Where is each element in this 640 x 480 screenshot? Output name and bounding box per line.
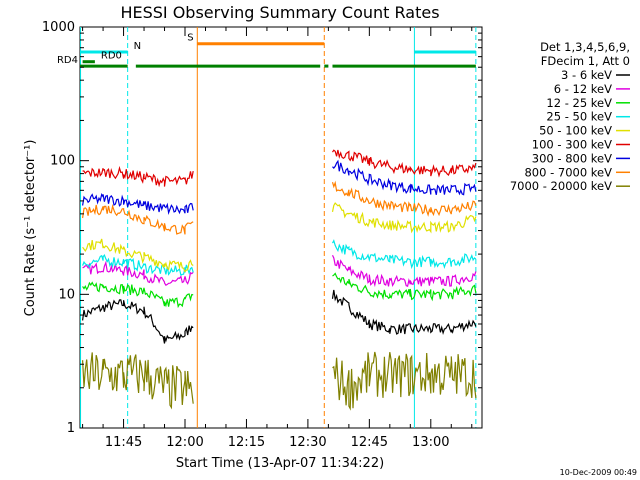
x-tick-label: 12:30 — [289, 435, 326, 450]
x-tick-label: 13:00 — [412, 435, 449, 450]
state-label: N — [134, 41, 141, 52]
series-line — [82, 281, 194, 309]
legend-label: 25 - 50 keV — [546, 110, 612, 124]
y-tick-label: 10 — [58, 287, 75, 302]
series-line — [331, 289, 477, 335]
series-line — [82, 352, 194, 410]
state-label: RD4 — [57, 55, 78, 66]
legend-header-line-2: FDecim 1, Att 0 — [541, 54, 630, 68]
series-line — [332, 272, 477, 302]
series-line — [331, 180, 477, 217]
y-tick-label: 1 — [67, 421, 75, 436]
legend-label: 3 - 6 keV — [561, 68, 612, 82]
legend-label: 800 - 7000 keV — [524, 165, 612, 179]
chart-title: HESSI Observing Summary Count Rates — [120, 3, 439, 22]
series-line — [332, 159, 477, 196]
x-tick-label: 12:15 — [228, 435, 265, 450]
x-tick-label: 12:45 — [351, 435, 388, 450]
series-line — [82, 254, 194, 277]
series-line — [332, 149, 477, 178]
series-line — [331, 239, 477, 270]
y-tick-label: 1000 — [42, 20, 75, 35]
legend-label: 50 - 100 keV — [539, 124, 612, 138]
state-label: S — [187, 33, 193, 44]
series-line — [82, 260, 194, 287]
plot-frame — [79, 26, 483, 429]
series-line — [332, 351, 477, 411]
y-tick-label: 100 — [50, 154, 75, 169]
timestamp: 10-Dec-2009 00:49 — [560, 468, 637, 477]
legend-label: 7000 - 20000 keV — [510, 179, 612, 193]
series-line — [331, 255, 477, 288]
x-tick-label: 11:45 — [105, 435, 142, 450]
series-line — [82, 165, 194, 188]
x-axis-label: Start Time (13-Apr-07 11:34:22) — [176, 456, 384, 471]
legend-label: 6 - 12 keV — [554, 82, 612, 96]
legend-header-line-1: Det 1,3,4,5,6,9, — [540, 40, 630, 54]
series-line — [82, 203, 194, 235]
x-tick-label: 12:00 — [166, 435, 203, 450]
series-line — [82, 299, 194, 344]
legend-label: 100 - 300 keV — [532, 138, 612, 152]
series-line — [331, 202, 477, 234]
series-line — [82, 193, 194, 215]
series-line — [82, 238, 194, 273]
legend-label: 12 - 25 keV — [546, 96, 612, 110]
state-label: RD0 — [101, 51, 122, 62]
legend-label: 300 - 800 keV — [532, 151, 612, 165]
y-axis-label: Count Rate (s⁻¹ detector⁻¹) — [23, 140, 38, 317]
